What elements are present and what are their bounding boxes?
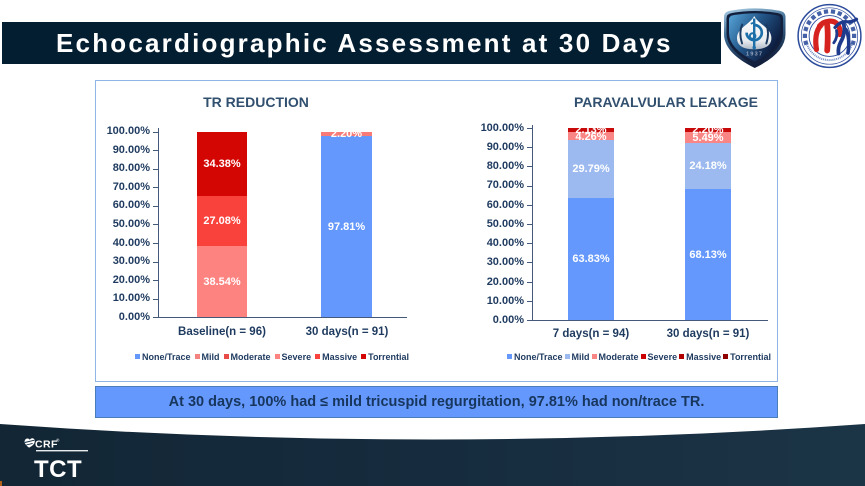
svg-text:TCT: TCT	[34, 456, 82, 483]
svg-text:®: ®	[56, 437, 60, 443]
svg-text:CRF: CRF	[35, 439, 58, 451]
svg-text:1937: 1937	[746, 52, 763, 58]
